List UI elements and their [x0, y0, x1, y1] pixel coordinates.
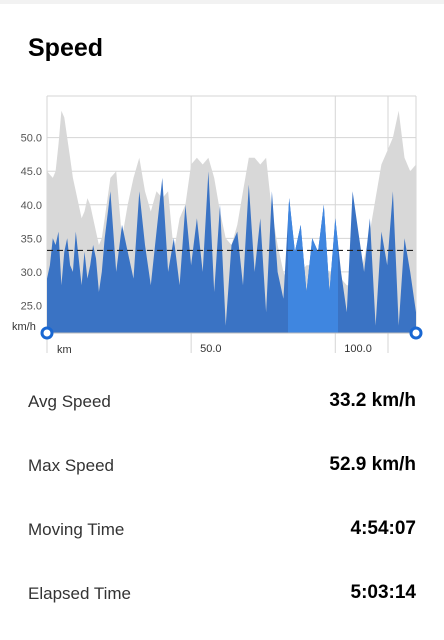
chart-markers[interactable]: [40, 326, 423, 340]
stat-value: 33.2 km/h: [329, 390, 416, 411]
y-tick-label: 30.0: [21, 267, 42, 279]
stat-label: Moving Time: [28, 520, 125, 539]
stat-label: Avg Speed: [28, 392, 111, 411]
y-axis-unit: km/h: [12, 321, 36, 333]
chart-lines: [47, 249, 416, 334]
x-tick-label: 50.0: [200, 343, 221, 355]
y-tick-label: 35.0: [21, 233, 42, 245]
stat-row-elapsed-time: Elapsed Time 5:03:14: [28, 580, 416, 610]
status-strip: [0, 0, 444, 4]
speed-chart-svg[interactable]: 25.0 30.0 35.0 40.0 45.0 50.0 km/h km 50.0 100.0: [0, 88, 444, 360]
stat-row-moving-time: Moving Time 4:54:07: [28, 516, 416, 546]
section-title: Speed: [28, 34, 104, 62]
stat-label: Max Speed: [28, 456, 114, 475]
stat-value: 52.9 km/h: [329, 454, 416, 475]
y-tick-label: 50.0: [21, 133, 42, 145]
y-tick-label: 25.0: [21, 300, 42, 312]
x-axis-unit: km: [57, 344, 72, 356]
chart-areas: [47, 110, 416, 333]
range-end-handle[interactable]: [409, 326, 423, 340]
stat-value: 5:03:14: [350, 582, 417, 603]
stat-row-max-speed: Max Speed 52.9 km/h: [28, 452, 416, 482]
x-tick-label: 100.0: [344, 343, 372, 355]
stat-row-avg-speed: Avg Speed 33.2 km/h: [28, 388, 416, 418]
speed-area-highlight: [288, 198, 338, 333]
stat-label: Elapsed Time: [28, 584, 131, 603]
chart-ticks: 25.0 30.0 35.0 40.0 45.0 50.0 km/h km 50.0 100.0: [12, 133, 372, 356]
y-tick-label: 45.0: [21, 166, 42, 178]
stat-value: 4:54:07: [350, 518, 417, 539]
speed-chart[interactable]: 25.0 30.0 35.0 40.0 45.0 50.0 km/h km 50.0 100.0: [0, 88, 444, 360]
y-tick-label: 40.0: [21, 200, 42, 212]
range-start-handle[interactable]: [40, 326, 54, 340]
